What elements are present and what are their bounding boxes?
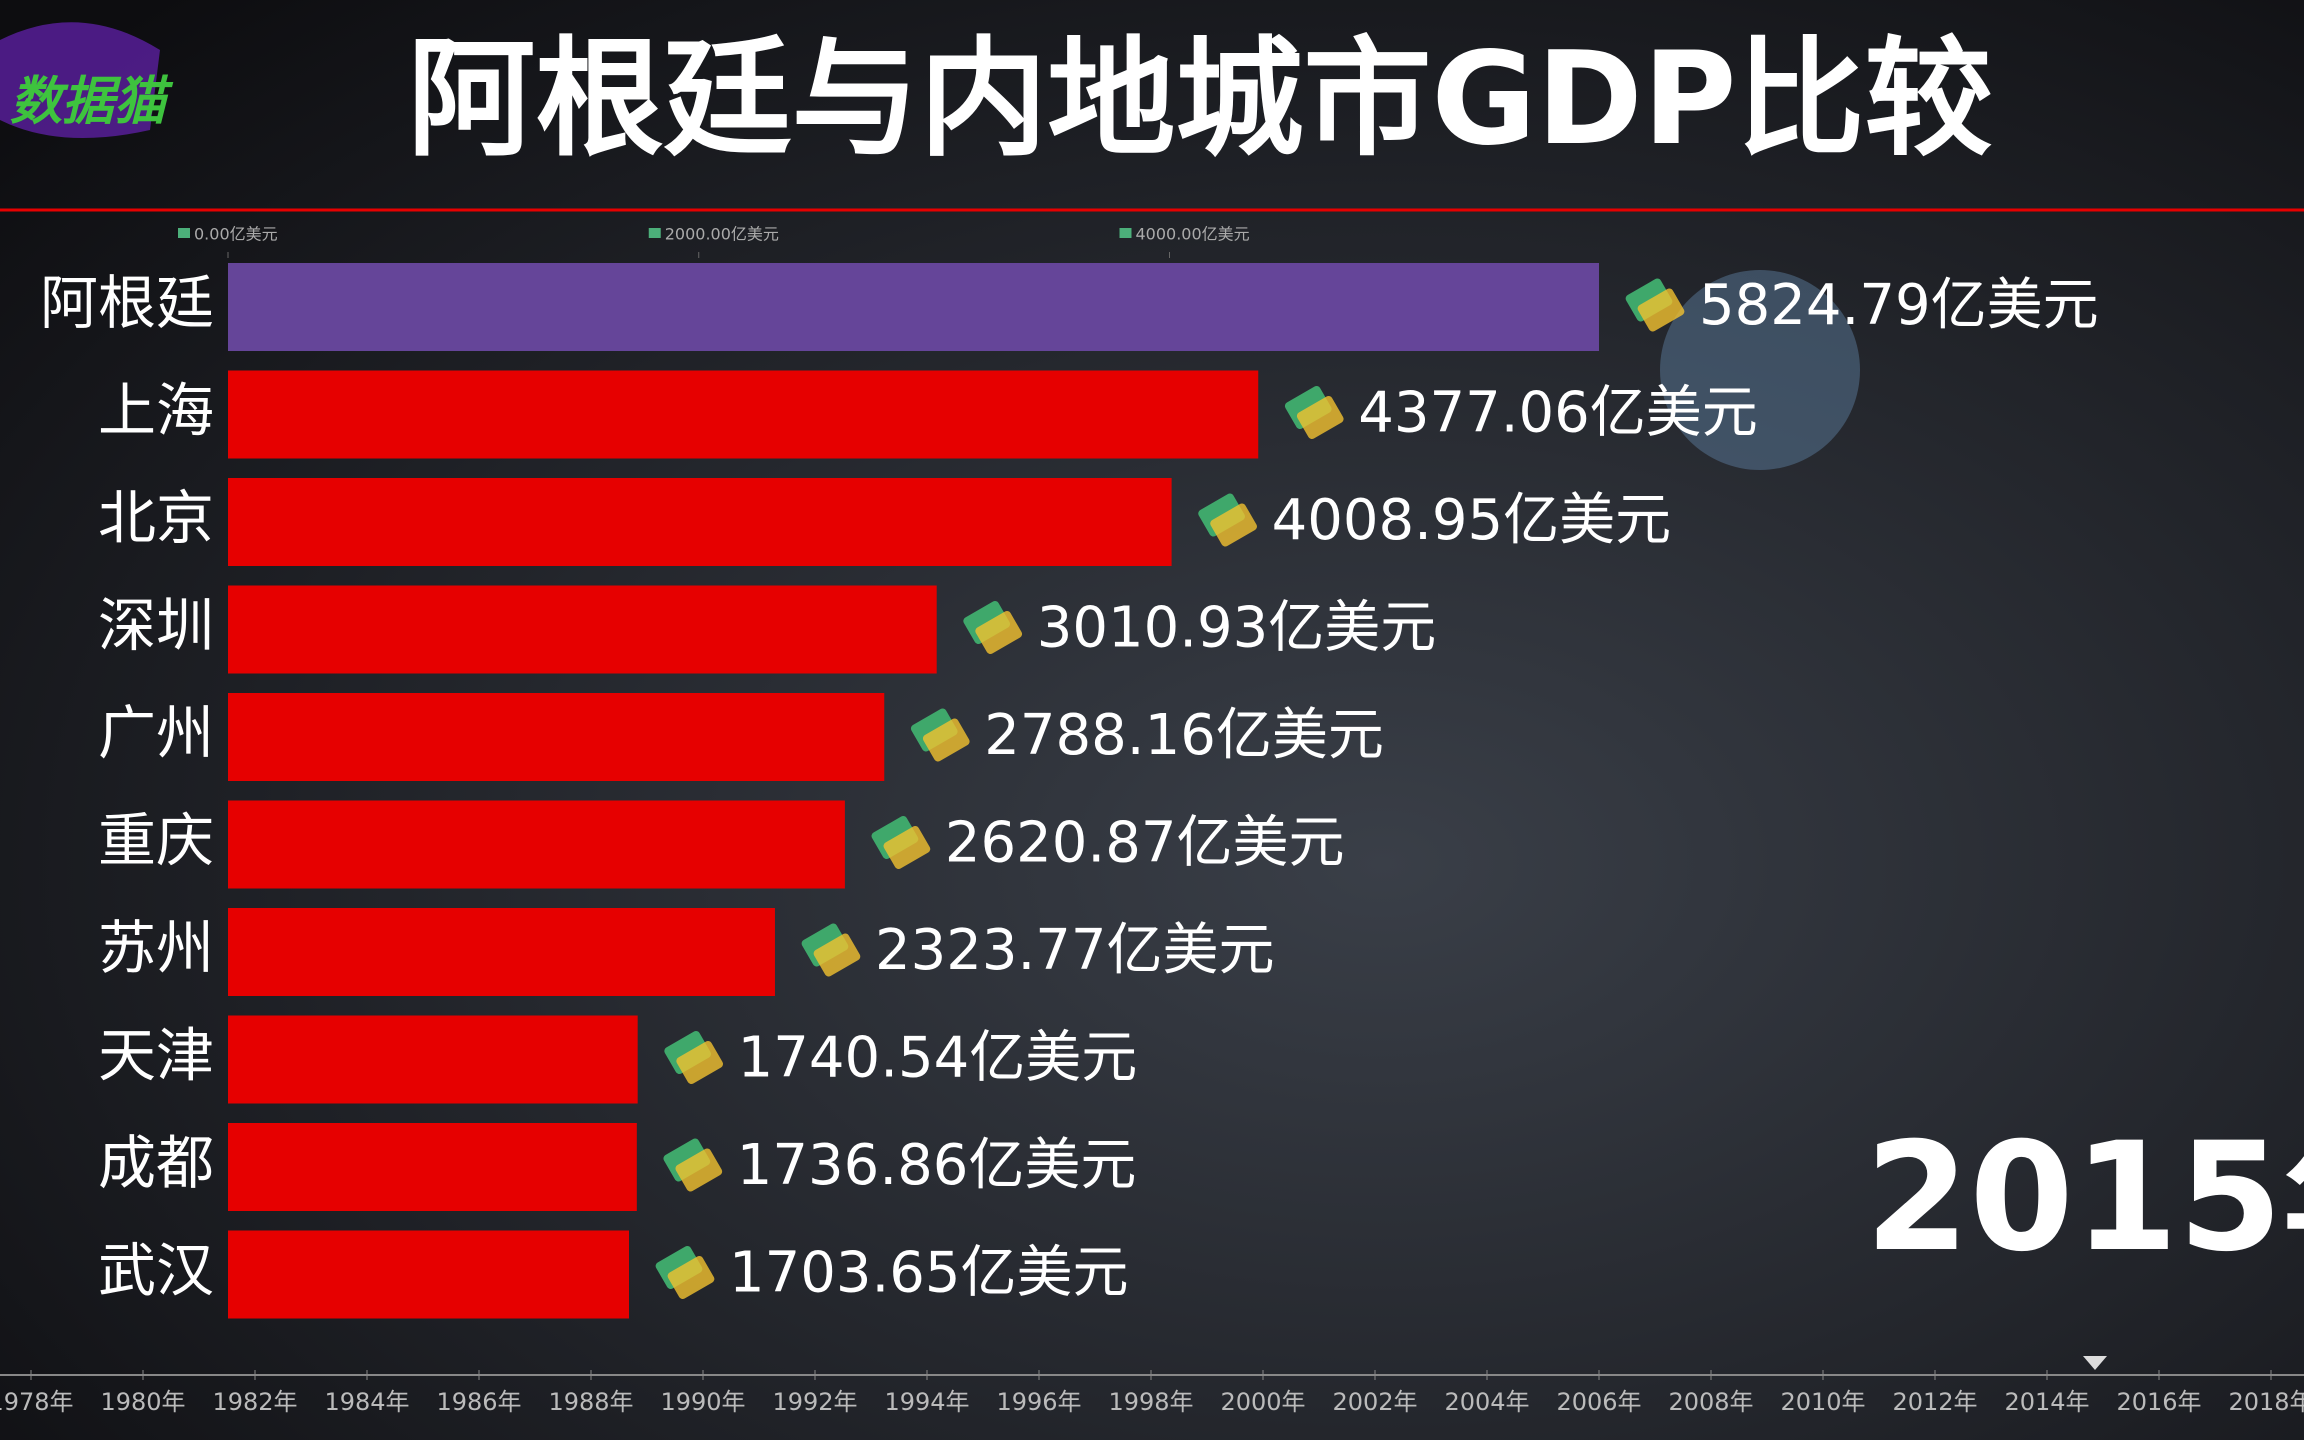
bar [228,478,1172,566]
tick-icon [1119,228,1132,238]
bar [228,263,1600,351]
flag-decoration [1660,270,1860,470]
category-label: 武汉 [98,1237,214,1305]
bar [228,585,937,674]
chart-title: 阿根廷与内地城市GDP比较 [407,25,1992,174]
category-label: 成都 [98,1129,214,1197]
timeline-label: 2010年 [1780,1388,1865,1416]
category-label: 苏州 [98,914,214,982]
bar [228,1230,629,1319]
category-label: 深圳 [98,592,214,660]
timeline-label: 2000年 [1220,1388,1305,1416]
value-label: 3010.93亿美元 [1037,596,1437,661]
value-label: 1703.65亿美元 [729,1241,1129,1306]
timeline-marker [2083,1356,2107,1370]
category-label: 上海 [98,377,214,445]
logo-shape [0,22,160,138]
timeline-label: 1996年 [996,1388,1081,1416]
value-label: 1740.54亿美元 [738,1026,1138,1091]
timeline-label: 2018年 [2228,1388,2304,1416]
value-label: 2323.77亿美元 [875,918,1275,983]
money-icon-edge [922,718,970,762]
bar [228,800,845,889]
timeline-label: 1998年 [1108,1388,1193,1416]
timeline-label: 1982年 [212,1388,297,1416]
value-label: 4008.95亿美元 [1272,488,1672,553]
tick-icon [178,228,190,238]
timeline-label: 1978年 [0,1388,74,1416]
x-tick-label: 2000.00亿美元 [665,225,779,244]
money-icon-edge [676,1040,724,1085]
timeline-label: 2016年 [2116,1388,2201,1416]
value-label: 5824.79亿美元 [1699,273,2099,338]
value-label: 4377.06亿美元 [1358,381,1758,446]
timeline-label: 2008年 [1668,1388,1753,1416]
value-label: 2620.87亿美元 [945,811,1345,876]
money-icon-edge [1210,503,1257,547]
tick-icon [648,228,661,238]
money-icon-edge [813,933,861,977]
x-tick-label: 4000.00亿美元 [1135,225,1249,244]
timeline-label: 1988年 [548,1388,633,1416]
timeline-label: 1992年 [772,1388,857,1416]
bar [228,1015,638,1104]
timeline-label: 2014年 [2004,1388,2089,1416]
bar [228,908,775,996]
timeline-label: 1980年 [100,1388,185,1416]
category-label: 阿根廷 [40,269,214,337]
money-icon-edge [1637,288,1685,332]
timeline-label: 1990年 [660,1388,745,1416]
category-label: 重庆 [98,807,214,875]
timeline-label: 2006年 [1556,1388,1641,1416]
x-tick-label: 0.00亿美元 [194,225,278,244]
logo: 数据猫 [10,72,174,132]
money-icon-edge [975,610,1023,655]
timeline-label: 1986年 [436,1388,521,1416]
timeline-label: 2004年 [1444,1388,1529,1416]
timeline-label: 2002年 [1332,1388,1417,1416]
category-label: 北京 [98,484,214,552]
money-icon-edge [1296,395,1344,440]
bar [228,693,885,781]
money-icon-edge [883,825,931,870]
current-period: 2015年 [1865,1111,2304,1285]
value-label: 2788.16亿美元 [984,703,1384,768]
category-label: 广州 [98,699,214,767]
timeline-label: 1984年 [324,1388,409,1416]
timeline-label: 2012年 [1892,1388,1977,1416]
value-label: 1736.86亿美元 [737,1133,1137,1198]
bar [228,370,1259,459]
bar [228,1123,637,1211]
money-icon-edge [667,1255,715,1300]
timeline-label: 1994年 [884,1388,969,1416]
money-icon-edge [675,1148,723,1192]
category-label: 天津 [98,1022,214,1090]
